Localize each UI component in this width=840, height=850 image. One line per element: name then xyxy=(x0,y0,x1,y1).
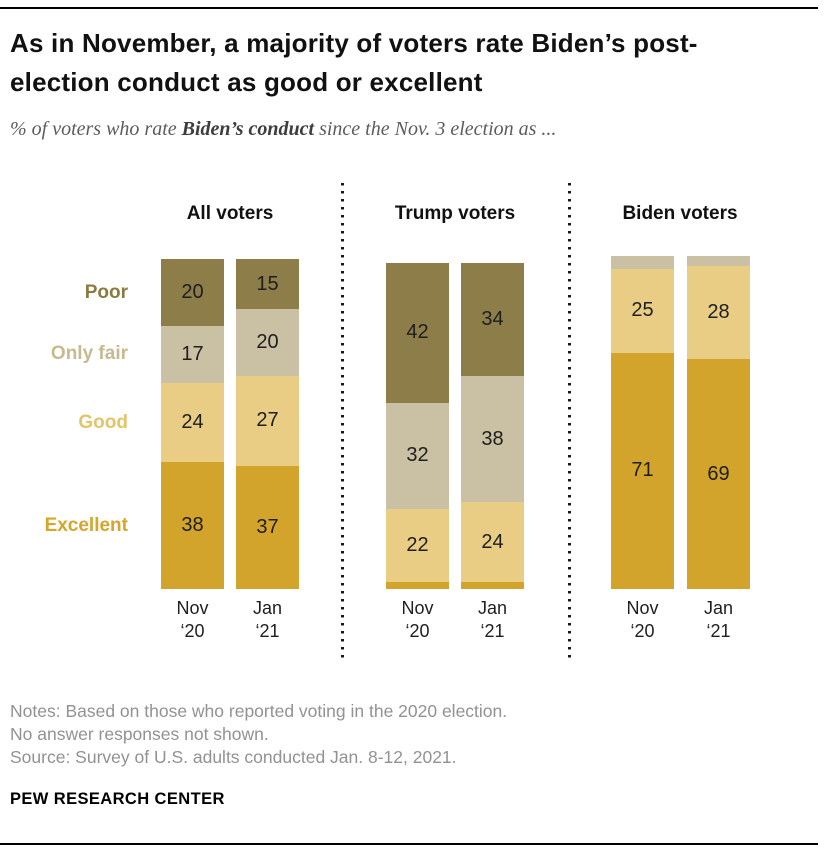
segment-excellent: 69 xyxy=(687,359,750,589)
segment-only-fair xyxy=(611,256,674,270)
x-axis-label-line: ‘20 xyxy=(180,621,205,641)
notes-line-2: No answer responses not shown. xyxy=(10,724,269,744)
notes-line-1: Notes: Based on those who reported votin… xyxy=(10,701,508,721)
segment-excellent: 37 xyxy=(236,465,299,589)
chart-subtitle: % of voters who rate Biden’s conduct sin… xyxy=(10,118,820,141)
page-title: As in November, a majority of voters rat… xyxy=(10,28,698,97)
segment-good: 27 xyxy=(236,375,299,466)
segment-value-label: 24 xyxy=(181,410,204,433)
bar-all-voters-jan-21: 15 20 27 37 xyxy=(236,259,299,589)
x-axis-label-line: ‘21 xyxy=(480,621,505,641)
segment-value-label: 22 xyxy=(406,534,429,557)
x-axis-label-nov-20: Nov ‘20 xyxy=(401,597,433,643)
x-axis-label-line: Jan xyxy=(477,598,508,618)
segment-value-label: 17 xyxy=(181,342,204,365)
subtitle-prefix: % of voters who rate xyxy=(10,118,182,140)
x-axis-label-line: ‘21 xyxy=(255,621,280,641)
segment-only-fair: 17 xyxy=(161,325,224,383)
x-axis-label-line: Jan xyxy=(252,598,283,618)
segment-value-label: 28 xyxy=(707,301,730,324)
x-axis-label-jan-21: Jan ‘21 xyxy=(253,597,282,643)
top-rule xyxy=(0,7,818,9)
segment-poor: 42 xyxy=(386,262,449,403)
segment-good: 22 xyxy=(386,509,449,583)
segment-excellent: 38 xyxy=(161,462,224,589)
chart-notes: Notes: Based on those who reported votin… xyxy=(10,700,810,769)
segment-good: 24 xyxy=(461,502,524,583)
segment-value-label: 25 xyxy=(631,299,654,322)
x-axis-label-jan-21: Jan ‘21 xyxy=(704,597,733,643)
segment-excellent: 71 xyxy=(611,352,674,589)
group-header-biden-voters: Biden voters xyxy=(622,203,738,224)
segment-good: 25 xyxy=(611,269,674,353)
x-axis-label-line: Nov xyxy=(626,598,659,618)
bar-trump-voters-nov-20: 42 32 22 xyxy=(386,262,449,589)
segment-value-label: 20 xyxy=(181,281,204,304)
category-label-excellent: Excellent xyxy=(44,514,128,536)
segment-excellent xyxy=(461,582,524,589)
segment-only-fair: 38 xyxy=(461,375,524,503)
segment-value-label: 37 xyxy=(256,515,279,538)
bar-biden-voters-jan-21: 28 69 xyxy=(687,256,750,589)
subtitle-suffix: since the Nov. 3 election as ... xyxy=(314,118,557,140)
segment-excellent xyxy=(386,582,449,589)
x-axis-label-line: ‘21 xyxy=(706,621,731,641)
x-axis-label-line: Nov xyxy=(176,598,209,618)
dotted-separator-2 xyxy=(568,183,571,659)
segment-only-fair xyxy=(687,256,750,266)
segment-value-label: 24 xyxy=(481,530,504,553)
group-header-trump-voters: Trump voters xyxy=(394,203,516,224)
category-label-only-fair: Only fair xyxy=(50,343,128,365)
category-label-good: Good xyxy=(78,411,128,433)
category-label-poor: Poor xyxy=(84,281,128,303)
segment-value-label: 71 xyxy=(631,459,654,482)
x-axis-label-jan-21: Jan ‘21 xyxy=(478,597,507,643)
segment-value-label: 27 xyxy=(256,409,279,432)
bar-all-voters-nov-20: 20 17 24 38 xyxy=(161,259,224,589)
segment-poor: 34 xyxy=(461,262,524,376)
segment-value-label: 42 xyxy=(406,321,429,344)
bar-biden-voters-nov-20: 25 71 xyxy=(611,256,674,589)
segment-value-label: 38 xyxy=(481,427,504,450)
x-axis-label-line: ‘20 xyxy=(630,621,655,641)
segment-value-label: 20 xyxy=(256,331,279,354)
x-axis-label-nov-20: Nov ‘20 xyxy=(176,597,208,643)
pew-research-center-wordmark: PEW RESEARCH CENTER xyxy=(10,790,225,808)
group-header-all-voters: All voters xyxy=(186,203,274,224)
segment-value-label: 38 xyxy=(181,514,204,537)
x-axis-label-line: Nov xyxy=(401,598,434,618)
segment-value-label: 69 xyxy=(707,462,730,485)
segment-value-label: 34 xyxy=(481,307,504,330)
segment-value-label: 32 xyxy=(406,444,429,467)
x-axis-label-nov-20: Nov ‘20 xyxy=(626,597,658,643)
segment-only-fair: 32 xyxy=(386,402,449,510)
x-axis-label-line: ‘20 xyxy=(405,621,430,641)
segment-poor: 20 xyxy=(161,259,224,326)
segment-poor: 15 xyxy=(236,259,299,310)
segment-value-label: 15 xyxy=(256,272,279,295)
notes-line-3: Source: Survey of U.S. adults conducted … xyxy=(10,747,457,767)
segment-good: 24 xyxy=(161,382,224,463)
bar-trump-voters-jan-21: 34 38 24 xyxy=(461,262,524,589)
segment-good: 28 xyxy=(687,265,750,360)
subtitle-emphasis: Biden’s conduct xyxy=(181,118,315,140)
segment-only-fair: 20 xyxy=(236,309,299,376)
bottom-rule xyxy=(0,843,818,845)
x-axis-label-line: Jan xyxy=(703,598,734,618)
dotted-separator-1 xyxy=(341,183,344,659)
